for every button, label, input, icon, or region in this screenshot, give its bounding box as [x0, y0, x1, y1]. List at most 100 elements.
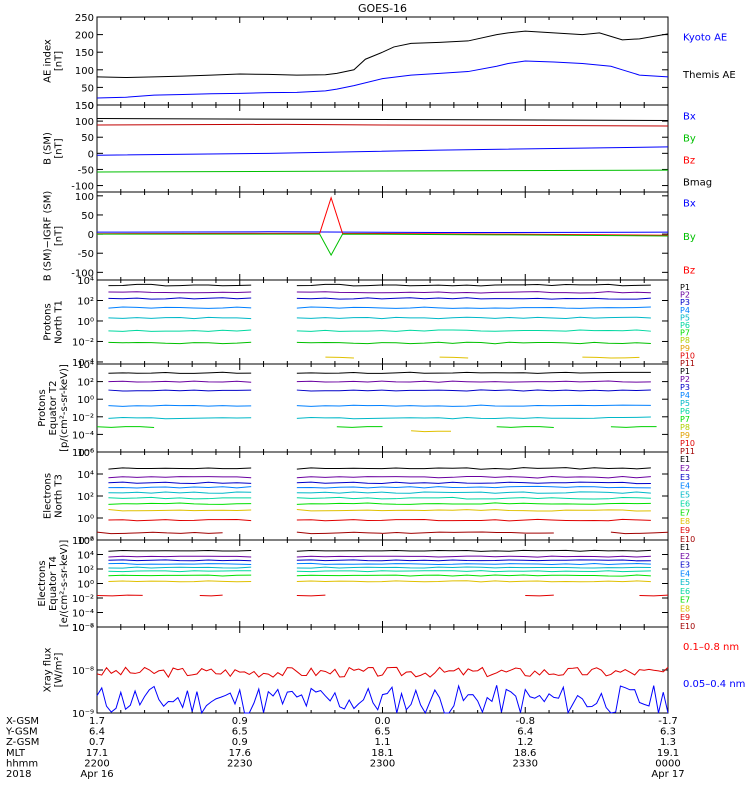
legend-item-p7: P7: [680, 415, 690, 424]
y-tick-label: 0: [88, 230, 94, 241]
panel-bsm: -100 -50 0 50 100 150 B (SM) [nT] Bx By Bz Bmag: [43, 101, 713, 193]
series-line-e5: [108, 566, 252, 569]
series-line-p2: [296, 380, 651, 383]
ephemeris-cell: 19.1: [657, 748, 679, 759]
y-tick-label: 10⁻²: [72, 536, 94, 547]
y-axis-label: North T3: [54, 474, 65, 518]
legend-item-p4: P4: [680, 391, 690, 400]
series-line-e9: [96, 594, 143, 597]
legend-item-e5: E5: [680, 491, 690, 500]
y-tick-label: 50: [81, 133, 94, 144]
y-tick-label: -50: [78, 165, 94, 176]
series-line-e5: [296, 491, 651, 494]
ephemeris-cell: 0.7: [89, 737, 105, 748]
series-line-e9: [639, 594, 669, 597]
y-tick-label: 10²: [77, 378, 94, 389]
legend-item-themis-ae: Themis AE: [682, 70, 736, 81]
legend-item-e6: E6: [680, 499, 690, 508]
legend-item-p6: P6: [680, 321, 690, 330]
y-axis-label: [nT]: [54, 226, 65, 246]
series-line-p5: [296, 416, 651, 420]
y-axis-label: AE index: [43, 39, 54, 83]
y-tick-label: 10⁻⁴: [72, 609, 94, 620]
ephemeris-cell: 18.1: [371, 748, 393, 759]
y-tick-label: -100: [71, 268, 94, 279]
series-line-by: [97, 233, 669, 257]
ephemeris-row-label: MLT: [6, 748, 26, 759]
series-line-p6: [496, 426, 554, 428]
legend-item-p4: P4: [680, 306, 690, 315]
legend-item-p1: P1: [680, 283, 690, 292]
y-tick-label: 10⁰: [77, 580, 94, 591]
legend-item-p3: P3: [680, 298, 690, 307]
y-tick-label: 10⁰: [77, 317, 94, 328]
series-line-p3: [108, 297, 252, 300]
series-line-xray-1: [96, 684, 669, 715]
legend-item-p10: P10: [680, 351, 695, 360]
y-tick-label: 0: [88, 149, 94, 160]
panel-frame: [96, 626, 669, 714]
series-line-e7: [108, 574, 252, 577]
ephemeris-cell: 17.1: [86, 748, 108, 759]
legend-item-e3: E3: [680, 473, 690, 482]
y-tick-label: 150: [75, 101, 94, 112]
series-line-p3: [296, 389, 651, 392]
panel-frame: [96, 191, 669, 281]
series-line-p8: [582, 356, 640, 359]
y-tick-label: -100: [71, 182, 94, 193]
series-line-p3: [296, 297, 651, 300]
legend-item-e7: E7: [680, 508, 690, 517]
legend-item-bz: Bz: [683, 265, 695, 276]
series-line-kyoto-ae: [96, 60, 669, 99]
series-line-e3: [108, 559, 252, 562]
series-line-bz: [96, 196, 669, 236]
y-tick-label: 10²: [77, 492, 94, 503]
series-line-themis-ae: [96, 30, 669, 79]
legend-item-p5: P5: [680, 399, 690, 408]
ephemeris-cell: 6.4: [517, 727, 533, 738]
series-line-p2: [108, 291, 252, 294]
legend-item-e10: E10: [680, 622, 695, 631]
series-line-p8: [439, 356, 469, 359]
series-line-e7: [296, 502, 651, 505]
legend-item-kyoto-ae: Kyoto AE: [683, 32, 727, 43]
series-line-e9: [296, 518, 651, 522]
legend-item-e7: E7: [680, 596, 690, 605]
ephemeris-row-label: 2018: [6, 769, 31, 780]
legend-item-p2: P2: [680, 291, 690, 300]
y-axis-label: [nT]: [54, 51, 65, 71]
y-axis-label: [W/m²]: [54, 652, 65, 687]
ephemeris-cell: 2330: [513, 758, 538, 769]
series-line-e4: [296, 485, 651, 489]
legend-item-e8: E8: [680, 517, 690, 526]
ephemeris-cell: 18.6: [514, 748, 536, 759]
series-line-p1: [108, 283, 252, 287]
ephemeris-cell: 0.0: [375, 716, 391, 727]
ephemeris-cell: 2200: [84, 758, 109, 769]
series-line-e5: [296, 566, 651, 569]
series-line-p1: [296, 283, 651, 287]
series-line-p7: [108, 341, 252, 345]
series-line-e4: [108, 486, 252, 489]
legend-item-e1: E1: [680, 543, 690, 552]
series-line-e9: [525, 594, 554, 597]
plot-title: GOES-16: [358, 2, 407, 15]
ephemeris-cell: Apr 17: [651, 769, 684, 780]
series-line-bx: [96, 146, 669, 156]
series-line-p6: [336, 426, 383, 428]
legend-item-p7: P7: [680, 329, 690, 338]
panel-p_north: 10⁻⁴ 10⁻² 10⁰ 10² 10⁴ Protons North T1 P1P2P3P4…: [43, 276, 696, 369]
y-tick-label: 10⁴: [77, 360, 94, 371]
series-line-e2: [296, 555, 651, 558]
legend-item-p1: P1: [680, 367, 690, 376]
y-axis-label: Xray flux: [43, 648, 54, 693]
series-line-bx: [96, 231, 669, 234]
legend-item-e2: E2: [680, 464, 690, 473]
series-line-e2: [296, 475, 651, 479]
series-line-p1: [296, 371, 651, 374]
ephemeris-cell: 1.1: [375, 737, 391, 748]
y-tick-label: 10⁻⁶: [72, 623, 94, 634]
legend-item-p6: P6: [680, 407, 690, 416]
y-tick-label: 10⁰: [77, 395, 94, 406]
y-axis-label: Protons: [43, 303, 54, 340]
